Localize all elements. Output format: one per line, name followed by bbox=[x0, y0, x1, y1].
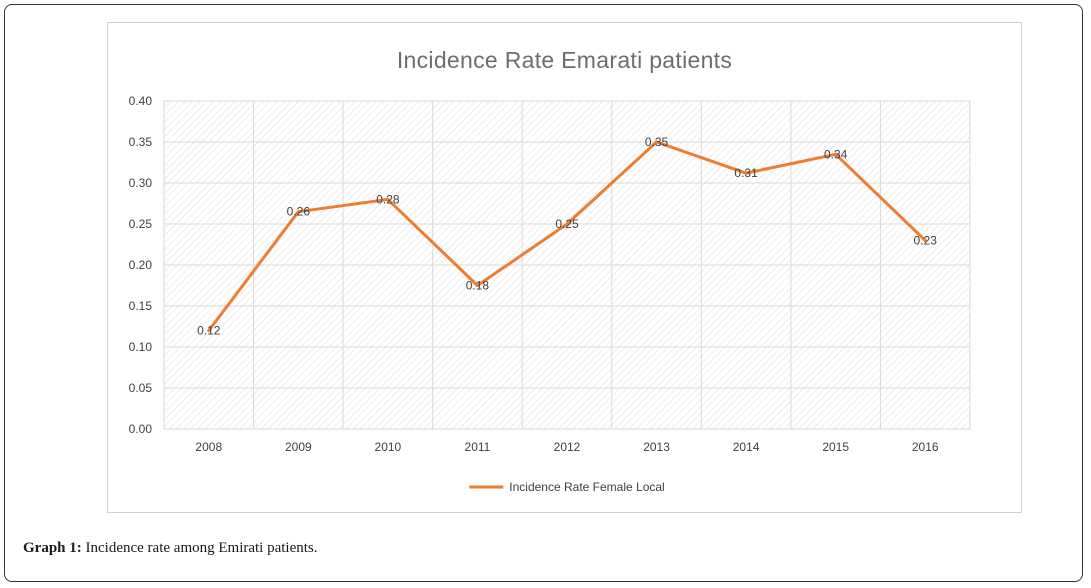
figure-frame bbox=[4, 4, 1083, 582]
data-point bbox=[834, 152, 838, 156]
data-point bbox=[296, 210, 300, 214]
data-point bbox=[923, 238, 927, 242]
data-point bbox=[565, 222, 569, 226]
data-point bbox=[386, 197, 390, 201]
data-label: 0.31 bbox=[734, 166, 758, 180]
x-tick-label: 2008 bbox=[195, 440, 222, 454]
chart-title: Incidence Rate Emarati patients bbox=[396, 47, 733, 73]
y-tick-label: 0.20 bbox=[129, 258, 153, 272]
data-label: 0.25 bbox=[555, 217, 579, 231]
data-label: 0.23 bbox=[914, 233, 938, 247]
data-label: 0.28 bbox=[376, 192, 400, 206]
data-label: 0.26 bbox=[287, 205, 311, 219]
data-label: 0.34 bbox=[824, 147, 848, 161]
x-tick-label: 2011 bbox=[465, 440, 491, 454]
x-tick-label: 2014 bbox=[733, 440, 760, 454]
data-label: 0.35 bbox=[645, 135, 669, 149]
y-tick-label: 0.40 bbox=[129, 94, 153, 108]
legend-label: Incidence Rate Female Local bbox=[509, 480, 664, 494]
x-tick-label: 2010 bbox=[375, 440, 402, 454]
y-tick-label: 0.05 bbox=[129, 381, 153, 395]
data-point bbox=[744, 171, 748, 175]
y-tick-label: 0.10 bbox=[129, 340, 153, 354]
caption-label: Graph 1: bbox=[23, 540, 82, 556]
figure-caption: Graph 1: Incidence rate among Emirati pa… bbox=[23, 540, 318, 557]
x-tick-label: 2009 bbox=[285, 440, 312, 454]
data-point bbox=[207, 329, 211, 333]
chart-svg: 0.00 0.05 0.10 0.15 0.20 0.25 0.30 0.35 0.40 2008… bbox=[129, 94, 971, 494]
y-tick-label: 0.00 bbox=[129, 422, 153, 436]
chart-area: Incidence Rate Emarati patients 0.00 0.05… bbox=[107, 22, 1022, 513]
caption-text: Incidence rate among Emirati patients. bbox=[81, 540, 318, 556]
x-tick-label: 2015 bbox=[822, 440, 849, 454]
y-tick-label: 0.25 bbox=[129, 217, 153, 231]
data-label: 0.12 bbox=[197, 324, 221, 338]
y-tick-label: 0.15 bbox=[129, 299, 153, 313]
data-point bbox=[475, 284, 479, 287]
data-point bbox=[655, 140, 659, 144]
x-tick-label: 2016 bbox=[912, 440, 939, 454]
x-tick-label: 2013 bbox=[643, 440, 670, 454]
y-tick-label: 0.30 bbox=[129, 176, 153, 190]
y-tick-label: 0.35 bbox=[129, 135, 153, 149]
x-tick-label: 2012 bbox=[554, 440, 581, 454]
data-label: 0.18 bbox=[466, 279, 490, 293]
